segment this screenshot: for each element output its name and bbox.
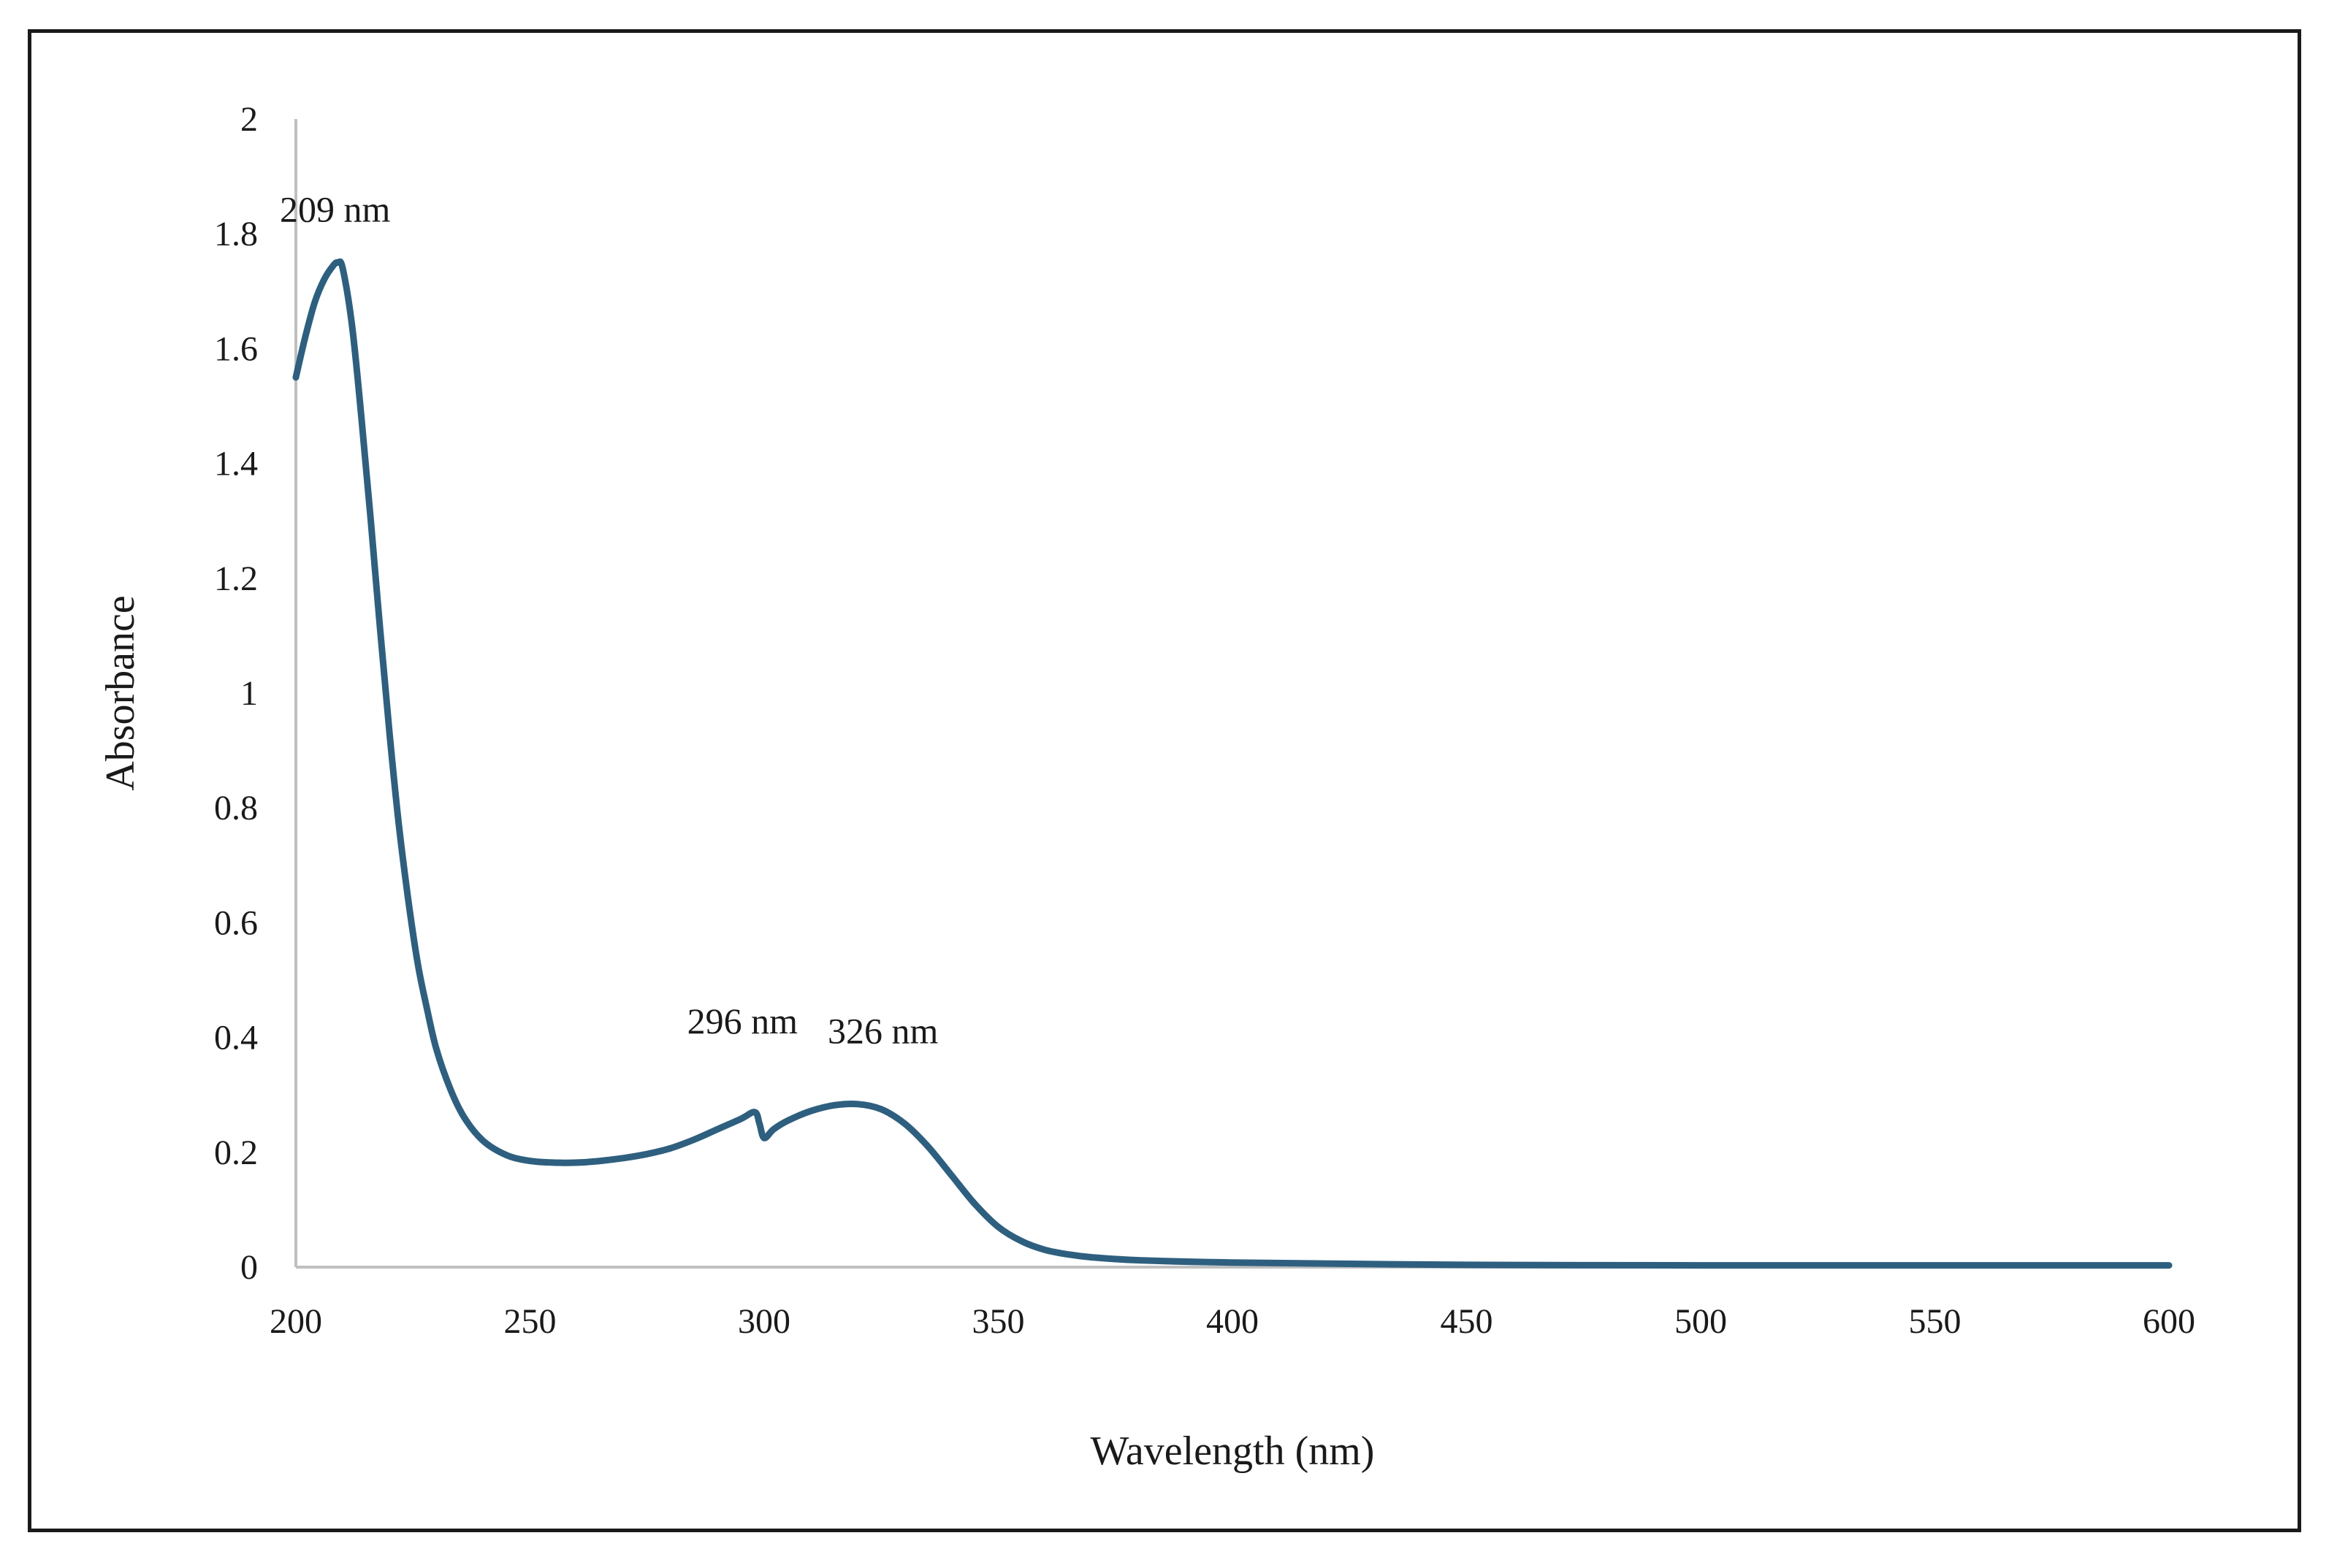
peak-annotation: 209 nm: [280, 189, 391, 230]
y-tick-label: 0.4: [214, 1019, 258, 1058]
x-tick-label: 600: [2143, 1302, 2195, 1341]
y-tick-label: 1.8: [214, 215, 258, 253]
y-tick-label: 1.6: [214, 329, 258, 368]
x-tick-label: 200: [270, 1302, 322, 1341]
y-tick-label: 0.2: [214, 1133, 258, 1172]
annotations: 209 nm 296 nm 326 nm: [280, 189, 938, 1052]
x-tick-label: 300: [738, 1302, 790, 1341]
y-tick-label: 0: [240, 1248, 258, 1287]
chart-frame: 200 250 300 350 400 450 500 550 600 0 0.2 0.4 0.6 0.8…: [28, 29, 2301, 1532]
y-tick-label: 0.6: [214, 903, 258, 942]
tick-labels: 200 250 300 350 400 450 500 550 600 0 0.2 0.4 0.6 0.8…: [214, 100, 2195, 1341]
x-tick-label: 500: [1674, 1302, 1727, 1341]
y-tick-label: 1.4: [214, 445, 258, 483]
y-tick-label: 1: [240, 674, 258, 713]
x-axis-title: Wavelength (nm): [1091, 1429, 1375, 1474]
axes: [294, 119, 2169, 1269]
peak-annotation: 296 nm: [687, 1001, 798, 1041]
x-tick-label: 550: [1909, 1302, 1962, 1341]
uv-vis-spectrum-chart: 200 250 300 350 400 450 500 550 600 0 0.2 0.4 0.6 0.8…: [98, 100, 2195, 1474]
x-tick-label: 450: [1441, 1302, 1493, 1341]
y-tick-label: 0.8: [214, 789, 258, 827]
x-tick-label: 250: [504, 1302, 557, 1341]
series-layer: [292, 258, 2173, 1269]
x-tick-label: 400: [1206, 1302, 1259, 1341]
y-axis-title: Absorbance: [98, 595, 143, 790]
peak-annotation: 326 nm: [828, 1010, 939, 1051]
y-tick-label: 2: [240, 100, 258, 139]
y-tick-label: 1.2: [214, 559, 258, 598]
x-tick-label: 350: [972, 1302, 1025, 1341]
series-line: [292, 258, 2173, 1269]
